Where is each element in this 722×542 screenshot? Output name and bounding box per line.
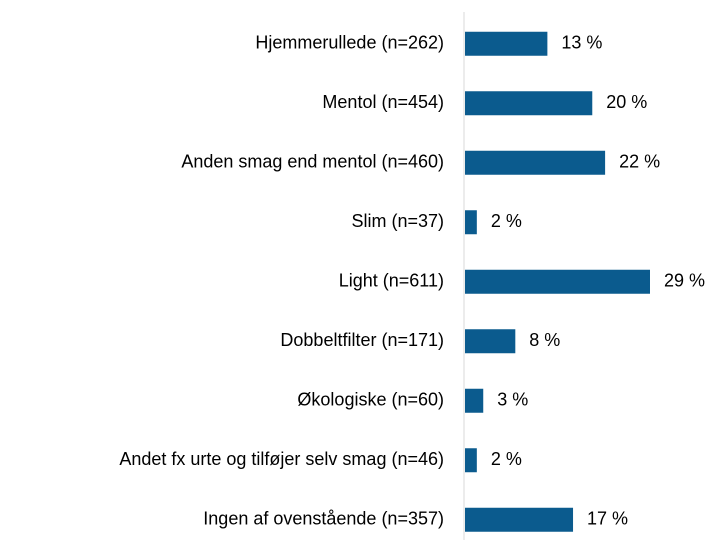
bar <box>465 31 548 56</box>
category-label: Anden smag end mentol (n=460) <box>181 152 444 172</box>
category-label: Hjemmerullede (n=262) <box>255 33 444 53</box>
category-label: Dobbeltfilter (n=171) <box>280 330 444 350</box>
bar <box>465 150 606 175</box>
value-label: 2 % <box>491 449 522 469</box>
category-label: Ingen af ovenstående (n=357) <box>203 509 444 529</box>
category-label: Mentol (n=454) <box>322 92 444 112</box>
bar <box>465 507 574 532</box>
bar <box>465 210 477 235</box>
bar <box>465 91 593 116</box>
bar <box>465 448 477 473</box>
value-label: 22 % <box>619 152 660 172</box>
value-label: 8 % <box>529 330 560 350</box>
value-label: 3 % <box>497 390 528 410</box>
category-label: Økologiske (n=60) <box>297 390 444 410</box>
bar <box>465 269 650 294</box>
category-label: Slim (n=37) <box>351 211 444 231</box>
bar <box>465 388 484 413</box>
category-label: Andet fx urte og tilføjer selv smag (n=4… <box>119 449 444 469</box>
value-label: 29 % <box>664 271 705 291</box>
value-label: 2 % <box>491 211 522 231</box>
value-label: 17 % <box>587 509 628 529</box>
value-label: 13 % <box>561 33 602 53</box>
value-label: 20 % <box>606 92 647 112</box>
bar <box>465 329 516 354</box>
category-label: Light (n=611) <box>339 271 444 291</box>
